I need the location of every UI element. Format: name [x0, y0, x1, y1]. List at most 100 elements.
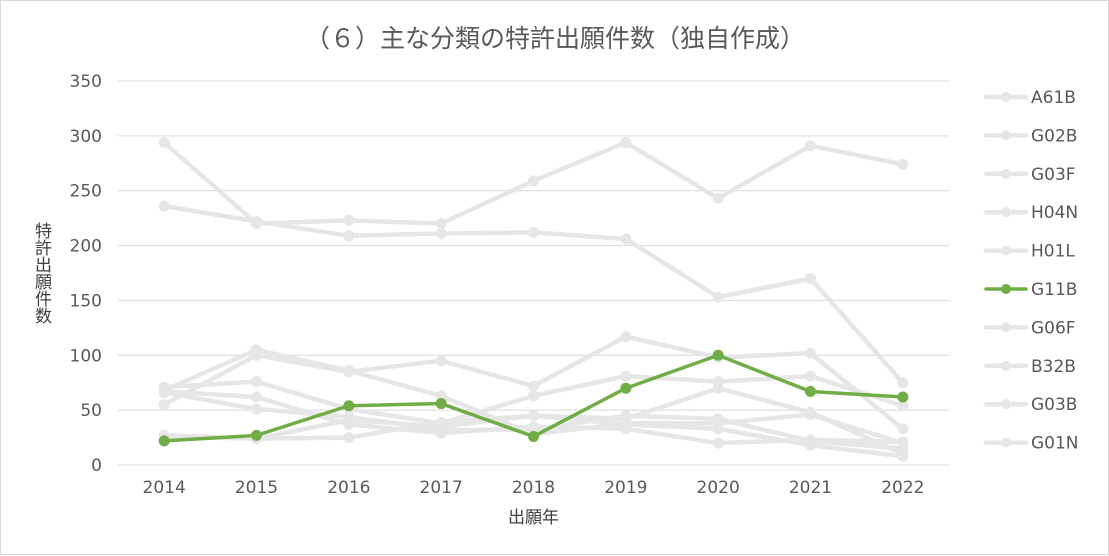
data-point — [712, 437, 724, 449]
data-point — [805, 272, 816, 284]
data-point — [251, 215, 262, 227]
x-tick-label: 2017 — [420, 478, 463, 498]
legend-marker — [1001, 360, 1011, 371]
x-tick-label: 2020 — [697, 478, 740, 498]
data-point — [805, 140, 816, 152]
legend-item-g01n: G01N — [983, 434, 1079, 454]
data-point — [528, 226, 539, 238]
data-point — [343, 400, 355, 412]
legend-item-g06f: G06F — [983, 318, 1076, 338]
data-point — [805, 439, 816, 451]
y-tick-label: 50 — [80, 401, 102, 421]
legend-label: G03B — [1031, 395, 1077, 415]
data-point — [343, 366, 355, 378]
data-point — [712, 382, 724, 394]
legend-label: G11B — [1031, 280, 1077, 300]
y-axis-tick-labels: 0 50 100 150 200 250 300 350 — [70, 72, 102, 476]
y-tick-label: 150 — [70, 291, 102, 311]
legend: A61B G02B G03F H04N H01L G11B G06F B32B G03B G01N — [983, 88, 1079, 454]
legend-label: H04N — [1031, 203, 1078, 223]
data-point — [158, 200, 170, 212]
x-tick-label: 2022 — [881, 478, 924, 498]
legend-item-h01l: H01L — [983, 242, 1075, 262]
data-point — [251, 403, 262, 415]
data-point — [805, 347, 816, 359]
data-point — [805, 370, 816, 382]
y-tick-label: 100 — [70, 346, 102, 366]
data-point — [435, 421, 447, 433]
data-point — [897, 391, 909, 403]
y-tick-label: 0 — [91, 456, 102, 476]
data-point — [528, 380, 539, 392]
data-point — [897, 423, 909, 435]
data-point — [528, 175, 539, 187]
chart-title: （６）主な分類の特許出願件数（独自作成） — [305, 24, 805, 53]
data-point — [805, 385, 816, 397]
data-point — [528, 410, 539, 422]
data-point — [620, 370, 632, 382]
legend-label: A61B — [1031, 88, 1076, 108]
data-point — [343, 414, 355, 426]
x-tick-label: 2014 — [143, 478, 186, 498]
y-tick-label: 250 — [70, 182, 102, 202]
x-tick-label: 2019 — [604, 478, 647, 498]
data-point — [712, 423, 724, 435]
legend-marker — [1001, 245, 1011, 256]
data-point — [620, 233, 632, 245]
data-point — [712, 413, 724, 425]
series-a61b — [158, 136, 909, 230]
legend-item-g03b: G03B — [983, 395, 1077, 415]
series-g02b — [158, 200, 909, 389]
y-tick-label: 200 — [70, 237, 102, 257]
data-point — [158, 136, 170, 148]
data-point — [620, 331, 632, 343]
legend-label: H01L — [1031, 242, 1075, 262]
data-point — [435, 228, 447, 240]
data-point — [435, 218, 447, 230]
data-point — [528, 390, 539, 402]
x-tick-label: 2015 — [235, 478, 278, 498]
data-point — [158, 435, 170, 447]
legend-item-a61b: A61B — [983, 88, 1076, 108]
series-g11b — [158, 349, 909, 447]
data-point — [251, 391, 262, 403]
legend-label: G03F — [1031, 165, 1076, 185]
legend-item-h04n: H04N — [983, 203, 1078, 223]
data-point — [343, 230, 355, 242]
series-g01n — [158, 410, 909, 462]
data-point — [251, 429, 262, 441]
data-point — [712, 192, 724, 204]
legend-label: G06F — [1031, 318, 1076, 338]
data-point — [435, 355, 447, 367]
y-axis-title: 特許出願件数 — [31, 222, 52, 324]
x-tick-label: 2018 — [512, 478, 555, 498]
y-tick-label: 350 — [70, 72, 102, 92]
data-point — [158, 387, 170, 399]
plot-area — [158, 136, 909, 462]
data-point — [158, 399, 170, 411]
x-tick-label: 2016 — [327, 478, 370, 498]
data-point — [251, 376, 262, 388]
legend-item-g02b: G02B — [983, 126, 1077, 146]
x-tick-label: 2021 — [789, 478, 832, 498]
data-point — [435, 398, 447, 410]
x-axis-title: 出願年 — [508, 508, 559, 528]
data-point — [897, 158, 909, 170]
legend-marker — [1001, 207, 1011, 218]
legend-marker — [1001, 437, 1011, 448]
data-point — [805, 406, 816, 418]
legend-marker — [1001, 92, 1011, 102]
legend-label: G02B — [1031, 126, 1077, 146]
legend-item-g11b: G11B — [984, 280, 1077, 300]
data-point — [251, 349, 262, 361]
data-point — [897, 377, 909, 389]
legend-marker — [1001, 284, 1011, 294]
data-point — [528, 430, 539, 442]
data-point — [343, 432, 355, 444]
data-point — [897, 450, 909, 462]
data-point — [712, 291, 724, 303]
data-point — [343, 214, 355, 226]
x-axis-tick-labels: 2014 2015 2016 2017 2018 2019 2020 2021 2022 — [143, 478, 925, 498]
data-point — [620, 136, 632, 148]
